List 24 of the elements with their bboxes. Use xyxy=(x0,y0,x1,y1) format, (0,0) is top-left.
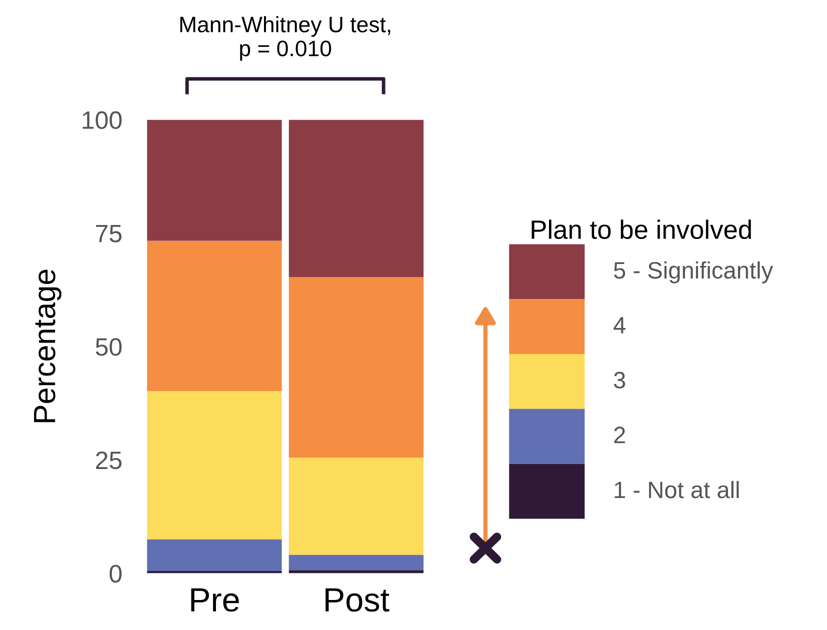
legend-label: 5 - Significantly xyxy=(614,261,774,284)
legend-label: 4 xyxy=(614,317,626,334)
legend-label: 2 xyxy=(614,426,625,444)
y-axis-title: Percentage xyxy=(34,270,62,422)
x-tick-label: Pre xyxy=(191,588,239,612)
bar xyxy=(147,120,282,241)
x-tick-label: Post xyxy=(326,588,390,612)
legend-label: 3 xyxy=(614,372,626,388)
bar xyxy=(147,539,282,572)
legend-title: Plan to be involved xyxy=(532,220,751,240)
text: Mann-Whitney U test, p = 0.010 xyxy=(180,16,390,61)
y-tick-label: 25 xyxy=(96,452,122,470)
bar xyxy=(288,120,424,278)
bar xyxy=(288,458,424,555)
legend-label: 1 - Not at all xyxy=(614,480,739,498)
bar xyxy=(288,554,424,570)
y-tick-label: 75 xyxy=(96,224,122,242)
bar xyxy=(147,240,282,391)
bar xyxy=(147,390,282,540)
y-tick-label: 0 xyxy=(110,564,122,583)
y-tick-label: 50 xyxy=(96,338,122,356)
bar xyxy=(288,570,424,574)
bar xyxy=(288,277,424,458)
y-tick-label: 100 xyxy=(82,111,122,130)
